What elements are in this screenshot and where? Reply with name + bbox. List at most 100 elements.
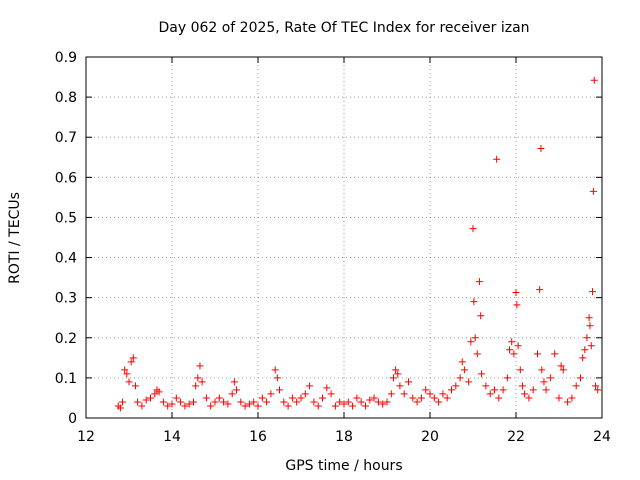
data-point bbox=[443, 394, 451, 402]
data-point bbox=[151, 390, 159, 398]
chart-title: Day 062 of 2025, Rate Of TEC Index for r… bbox=[158, 20, 529, 36]
y-tick-label: 0.5 bbox=[55, 210, 77, 226]
x-tick-label: 12 bbox=[77, 429, 95, 445]
data-point bbox=[177, 398, 185, 406]
data-point bbox=[370, 394, 378, 402]
data-point bbox=[471, 334, 479, 342]
data-point bbox=[224, 400, 232, 408]
y-tick-label: 0 bbox=[68, 411, 77, 427]
data-point bbox=[392, 366, 400, 374]
data-point bbox=[192, 382, 200, 390]
data-point bbox=[506, 346, 514, 354]
data-point bbox=[590, 76, 598, 84]
x-axis-label: GPS time / hours bbox=[285, 458, 402, 474]
data-point bbox=[383, 398, 391, 406]
data-point bbox=[499, 386, 507, 394]
data-point bbox=[245, 400, 253, 408]
data-point bbox=[164, 402, 172, 410]
data-point bbox=[516, 366, 524, 374]
data-point bbox=[220, 398, 228, 406]
data-point bbox=[196, 362, 204, 370]
y-axis-label: ROTI / TECUs bbox=[7, 192, 23, 284]
data-point bbox=[465, 378, 473, 386]
data-point bbox=[448, 386, 455, 394]
data-point bbox=[207, 402, 215, 410]
data-point bbox=[473, 350, 481, 358]
y-tick-label: 0.6 bbox=[55, 170, 77, 186]
data-point bbox=[344, 398, 352, 406]
data-point bbox=[577, 374, 584, 382]
data-point bbox=[336, 398, 344, 406]
data-point bbox=[587, 342, 595, 350]
data-point bbox=[417, 394, 425, 402]
data-point bbox=[319, 394, 326, 402]
data-point bbox=[389, 374, 397, 382]
data-point bbox=[482, 382, 490, 390]
data-point bbox=[284, 402, 292, 410]
data-point bbox=[422, 386, 430, 394]
data-point bbox=[405, 378, 412, 386]
data-point bbox=[430, 394, 438, 402]
data-point bbox=[353, 394, 361, 402]
data-point bbox=[592, 382, 600, 390]
data-point bbox=[280, 398, 288, 406]
data-point bbox=[585, 314, 593, 322]
data-point bbox=[349, 402, 357, 410]
data-point bbox=[477, 312, 485, 320]
data-point bbox=[529, 386, 537, 394]
data-point bbox=[452, 382, 460, 390]
data-point bbox=[254, 402, 262, 410]
data-point bbox=[583, 334, 591, 342]
data-point bbox=[589, 288, 597, 296]
data-point bbox=[486, 390, 494, 398]
data-point bbox=[211, 398, 219, 406]
data-point bbox=[478, 370, 486, 378]
data-point bbox=[250, 398, 258, 406]
data-point bbox=[413, 398, 421, 406]
data-point bbox=[396, 382, 404, 390]
data-point bbox=[194, 374, 202, 382]
data-point bbox=[357, 398, 365, 406]
data-point bbox=[538, 366, 546, 374]
y-tick-label: 0.7 bbox=[55, 130, 77, 146]
data-point bbox=[456, 374, 464, 382]
data-point bbox=[586, 322, 594, 330]
data-points bbox=[114, 76, 602, 412]
data-point bbox=[435, 398, 443, 406]
data-point bbox=[237, 398, 245, 406]
data-point bbox=[426, 390, 434, 398]
data-point bbox=[155, 388, 163, 396]
data-point bbox=[142, 396, 150, 404]
data-point bbox=[198, 378, 206, 386]
data-point bbox=[323, 384, 331, 392]
data-point bbox=[327, 390, 335, 398]
data-point bbox=[374, 398, 382, 406]
y-tick-label: 0.3 bbox=[55, 291, 77, 307]
data-point bbox=[467, 338, 475, 346]
data-point bbox=[521, 390, 529, 398]
data-point bbox=[263, 398, 271, 406]
data-point bbox=[525, 394, 533, 402]
data-point bbox=[273, 374, 281, 382]
data-point bbox=[301, 390, 309, 398]
data-point bbox=[129, 354, 137, 362]
data-point bbox=[134, 398, 142, 406]
data-point bbox=[131, 382, 139, 390]
data-point bbox=[387, 390, 395, 398]
x-tick-label: 18 bbox=[335, 429, 353, 445]
data-point bbox=[470, 298, 478, 306]
data-point bbox=[293, 398, 301, 406]
data-point bbox=[537, 144, 545, 152]
data-point bbox=[460, 366, 468, 374]
data-point bbox=[557, 362, 565, 370]
data-point bbox=[581, 346, 589, 354]
data-point bbox=[241, 402, 249, 410]
data-point bbox=[379, 400, 387, 408]
data-point bbox=[493, 155, 501, 163]
data-point bbox=[512, 288, 520, 296]
data-point bbox=[310, 398, 318, 406]
data-point bbox=[513, 301, 521, 309]
data-point bbox=[185, 400, 193, 408]
